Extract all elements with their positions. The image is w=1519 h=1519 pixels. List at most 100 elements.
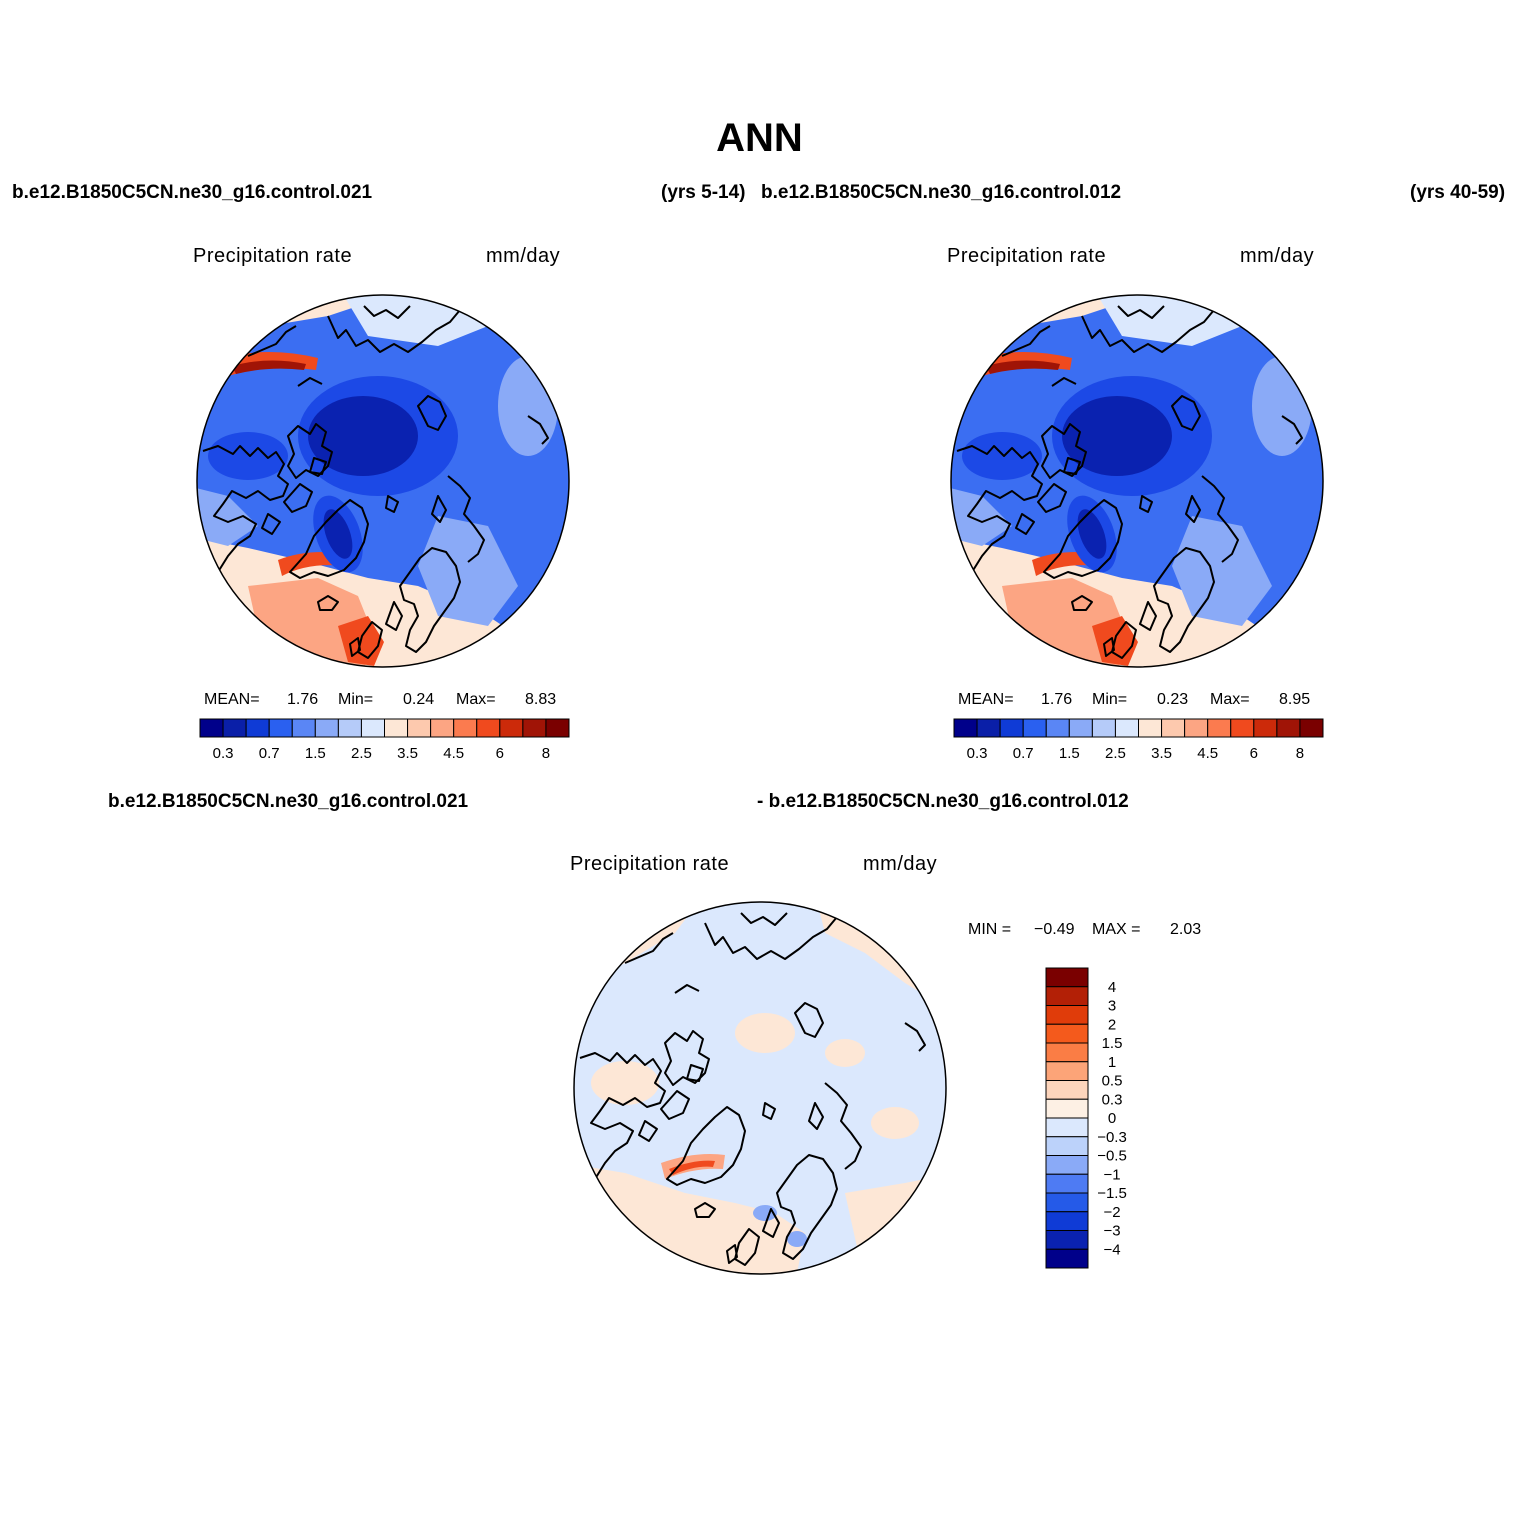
colorbar3-swatch — [1045, 1117, 1089, 1138]
panel3-max-value: 2.03 — [1170, 921, 1202, 938]
colorbar3-tick-label: 3 — [1108, 998, 1116, 1015]
panel3-units: mm/day — [863, 853, 938, 875]
colorbar2-tick-label: 0.7 — [1013, 745, 1034, 762]
panel3-max-label: MAX = — [1092, 921, 1141, 938]
map1-contour-region — [308, 396, 418, 476]
map1-contour-region — [418, 516, 518, 626]
colorbar2-tick-label: 2.5 — [1105, 745, 1126, 762]
colorbar3-swatch — [1045, 1192, 1089, 1213]
colorbar3-swatch — [1045, 1061, 1089, 1081]
colorbar1-tick-label: 2.5 — [351, 745, 372, 762]
colorbar3-tick-label: −0.3 — [1097, 1129, 1127, 1146]
figure-title: ANN — [716, 116, 803, 160]
colorbar2-tick-label: 0.3 — [967, 745, 988, 762]
colorbar1-swatch — [476, 718, 501, 738]
map2-field — [951, 295, 1323, 667]
colorbar2-swatch — [1068, 718, 1093, 738]
colorbar2-tick-label: 8 — [1296, 745, 1304, 762]
colorbar2-swatch — [1184, 718, 1209, 738]
map3-coastlines — [579, 904, 926, 1266]
map2-contour-region — [986, 360, 1060, 374]
colorbar2-swatch — [1299, 718, 1324, 738]
map1-contour-region — [323, 509, 353, 559]
colorbar-panel-1: 0.3 0.7 1.5 2.5 3.5 4.5 6 8 — [199, 718, 570, 762]
colorbar1-swatch — [522, 718, 547, 738]
colorbar2-swatch — [1161, 718, 1186, 738]
colorbar-panel-3: 4 32 1.5 1 0.50.3 0 −0.3 −0.5−1 −1.5 −2 −3−4 — [1045, 967, 1127, 1269]
map3-contour-region — [825, 1039, 865, 1067]
colorbar1-tick-label: 0.7 — [259, 745, 280, 762]
panel1-max-value: 8.83 — [525, 691, 557, 708]
colorbar1-swatch — [245, 718, 270, 738]
colorbar2-swatch — [1091, 718, 1116, 738]
colorbar2-swatch — [999, 718, 1024, 738]
colorbar1-tick-label: 6 — [496, 745, 504, 762]
colorbar1-swatch — [360, 718, 385, 738]
colorbar3-swatch — [1045, 1230, 1089, 1250]
colorbar2-swatch — [1276, 718, 1301, 738]
colorbar3-tick-label: 1 — [1108, 1054, 1116, 1071]
colorbar2-swatch — [1207, 718, 1232, 738]
colorbar2-tick-label: 6 — [1250, 745, 1258, 762]
colorbar1-swatch — [291, 718, 316, 738]
panel1-mean-value: 1.76 — [287, 691, 319, 708]
map3-boundary — [573, 901, 947, 1275]
colorbar3-swatch — [1045, 1098, 1089, 1119]
map3-contour-region — [735, 1013, 795, 1053]
panel2-min-label: Min= — [1092, 691, 1128, 708]
colorbar-panel-2: 0.3 0.7 1.5 2.5 3.5 4.5 6 8 — [953, 718, 1324, 762]
colorbar3-swatch — [1045, 1005, 1089, 1025]
map3-contour-region — [669, 1160, 715, 1175]
colorbar1-swatch — [430, 718, 455, 738]
years-top-left: (yrs 5-14) — [661, 182, 746, 203]
map-panel-1 — [196, 294, 570, 668]
map-panel-3 — [573, 901, 947, 1275]
panel2-max-value: 8.95 — [1279, 691, 1311, 708]
colorbar2-swatch — [976, 718, 1001, 738]
panel1-min-label: Min= — [338, 691, 374, 708]
colorbar1-swatch — [337, 718, 362, 738]
map1-contour-region — [232, 360, 306, 374]
colorbar3-tick-label: −4 — [1103, 1241, 1120, 1258]
colorbar1-swatch — [268, 718, 293, 738]
colorbar1-tick-label: 8 — [542, 745, 550, 762]
colorbar2-swatch — [1138, 718, 1163, 738]
colorbar3-tick-label: −3 — [1103, 1223, 1120, 1240]
colorbar1-tick-label: 4.5 — [443, 745, 464, 762]
panel3-min-label: MIN = — [968, 921, 1012, 938]
colorbar3-swatch — [1045, 1023, 1089, 1044]
map-panel-2 — [950, 294, 1324, 668]
colorbar3-swatch — [1045, 1173, 1089, 1194]
map2-contour-region — [951, 486, 1012, 546]
colorbar2-swatch — [1045, 718, 1070, 738]
panel2-mean-value: 1.76 — [1041, 691, 1073, 708]
colorbar3-tick-label: 0.5 — [1102, 1073, 1123, 1090]
map2-contour-region — [1172, 516, 1272, 626]
map3-field — [574, 902, 946, 1274]
colorbar3-tick-label: 4 — [1108, 979, 1116, 996]
map2-contour-region — [962, 432, 1042, 480]
colorbar3-swatch — [1045, 1136, 1089, 1156]
panel1-min-value: 0.24 — [403, 691, 435, 708]
colorbar3-tick-label: −1.5 — [1097, 1185, 1127, 1202]
panel3-variable: Precipitation rate — [570, 853, 730, 875]
colorbar3-tick-label: 0.3 — [1102, 1091, 1123, 1108]
panel1-mean-label: MEAN= — [204, 691, 260, 708]
colorbar1-tick-label: 1.5 — [305, 745, 326, 762]
panel1-max-label: Max= — [456, 691, 496, 708]
map1-field — [197, 295, 569, 667]
colorbar3-tick-label: 0 — [1108, 1110, 1116, 1127]
colorbar1-swatch — [314, 718, 339, 738]
colorbar3-tick-label: −0.5 — [1097, 1148, 1127, 1165]
panel3-min-value: −0.49 — [1034, 921, 1075, 938]
colorbar1-swatch — [499, 718, 524, 738]
map2-boundary — [950, 294, 1324, 668]
colorbar2-tick-label: 3.5 — [1151, 745, 1172, 762]
panel2-variable: Precipitation rate — [947, 245, 1107, 267]
case-name-top-right: b.e12.B1850C5CN.ne30_g16.control.012 — [761, 182, 1122, 203]
map2-contour-region — [1062, 396, 1172, 476]
colorbar2-tick-label: 4.5 — [1197, 745, 1218, 762]
diff-case-b: - b.e12.B1850C5CN.ne30_g16.control.012 — [757, 791, 1129, 812]
map1-contour-region — [208, 432, 288, 480]
map1-boundary — [196, 294, 570, 668]
